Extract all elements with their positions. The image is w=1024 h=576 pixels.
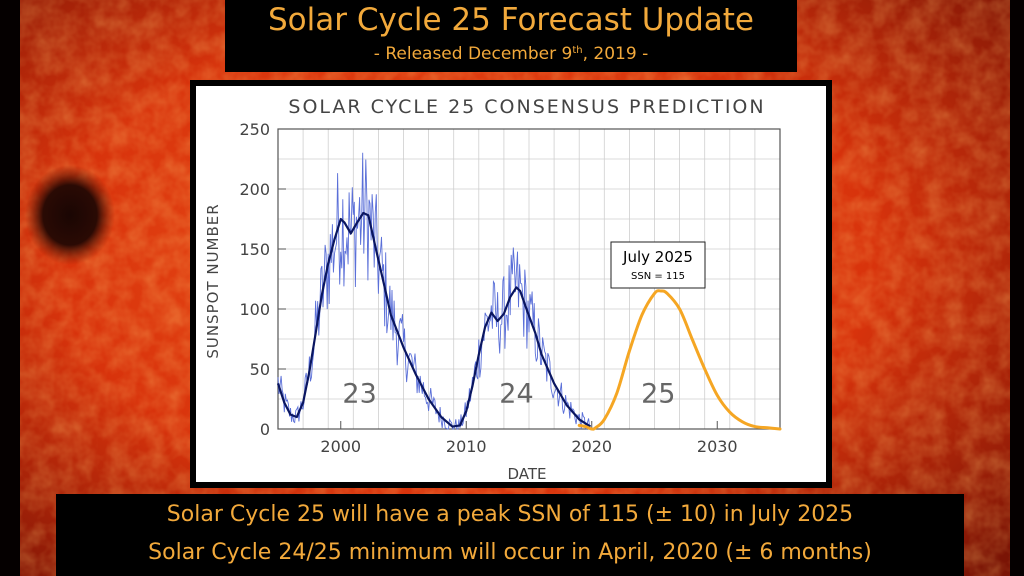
y-tick-label: 250 (239, 120, 270, 139)
prediction-line (577, 289, 782, 431)
peak-summary: Solar Cycle 25 will have a peak SSN of 1… (166, 502, 854, 527)
minimum-summary: Solar Cycle 24/25 minimum will occur in … (148, 540, 872, 565)
x-axis-label: DATE (507, 465, 546, 482)
x-tick-label: 2000 (320, 437, 361, 456)
cycle-label: 24 (499, 379, 533, 410)
x-tick-label: 2030 (697, 437, 738, 456)
cycle-label: 23 (342, 379, 376, 410)
sunspot (25, 165, 115, 265)
summary-banner: Solar Cycle 25 will have a peak SSN of 1… (56, 494, 964, 576)
y-axis-label: SUNSPOT NUMBER (204, 203, 222, 358)
plot-border (277, 128, 781, 430)
solar-cycle-chart: SOLAR CYCLE 25 CONSENSUS PREDICTION 0 50 1… (204, 96, 782, 482)
x-tick-label: 2020 (571, 437, 612, 456)
peak-annotation-box (610, 241, 706, 289)
chart-axes: 0 50 100 150 200 250 2000 2010 2020 2030 (239, 120, 781, 456)
observed-monthly-series (277, 152, 591, 430)
observed-smoothed-line (276, 211, 592, 428)
y-tick-label: 200 (239, 180, 270, 199)
y-tick-label: 0 (260, 420, 270, 439)
release-date-ordinal: th (572, 45, 583, 56)
peak-annotation-value: SSN = 115 (631, 271, 685, 282)
y-tick-label: 50 (250, 360, 270, 379)
title-banner: Solar Cycle 25 Forecast Update - Release… (225, 0, 797, 72)
observed-monthly-line (277, 152, 591, 430)
chart-series (276, 211, 782, 431)
release-date: - Released December 9th, 2019 - (225, 44, 797, 64)
y-tick-label: 150 (239, 240, 270, 259)
x-tick-label: 2010 (446, 437, 487, 456)
chart-title: SOLAR CYCLE 25 CONSENSUS PREDICTION (288, 96, 765, 118)
release-date-prefix: - Released December 9 (373, 44, 573, 64)
cycle-label: 25 (641, 379, 675, 410)
release-date-suffix: , 2019 - (582, 44, 649, 64)
y-tick-label: 100 (239, 300, 270, 319)
page-title: Solar Cycle 25 Forecast Update (267, 2, 755, 38)
cycle-labels: 23 24 25 (342, 379, 675, 410)
peak-annotation-title: July 2025 (622, 248, 693, 266)
peak-annotation: July 2025 SSN = 115 (610, 241, 706, 289)
